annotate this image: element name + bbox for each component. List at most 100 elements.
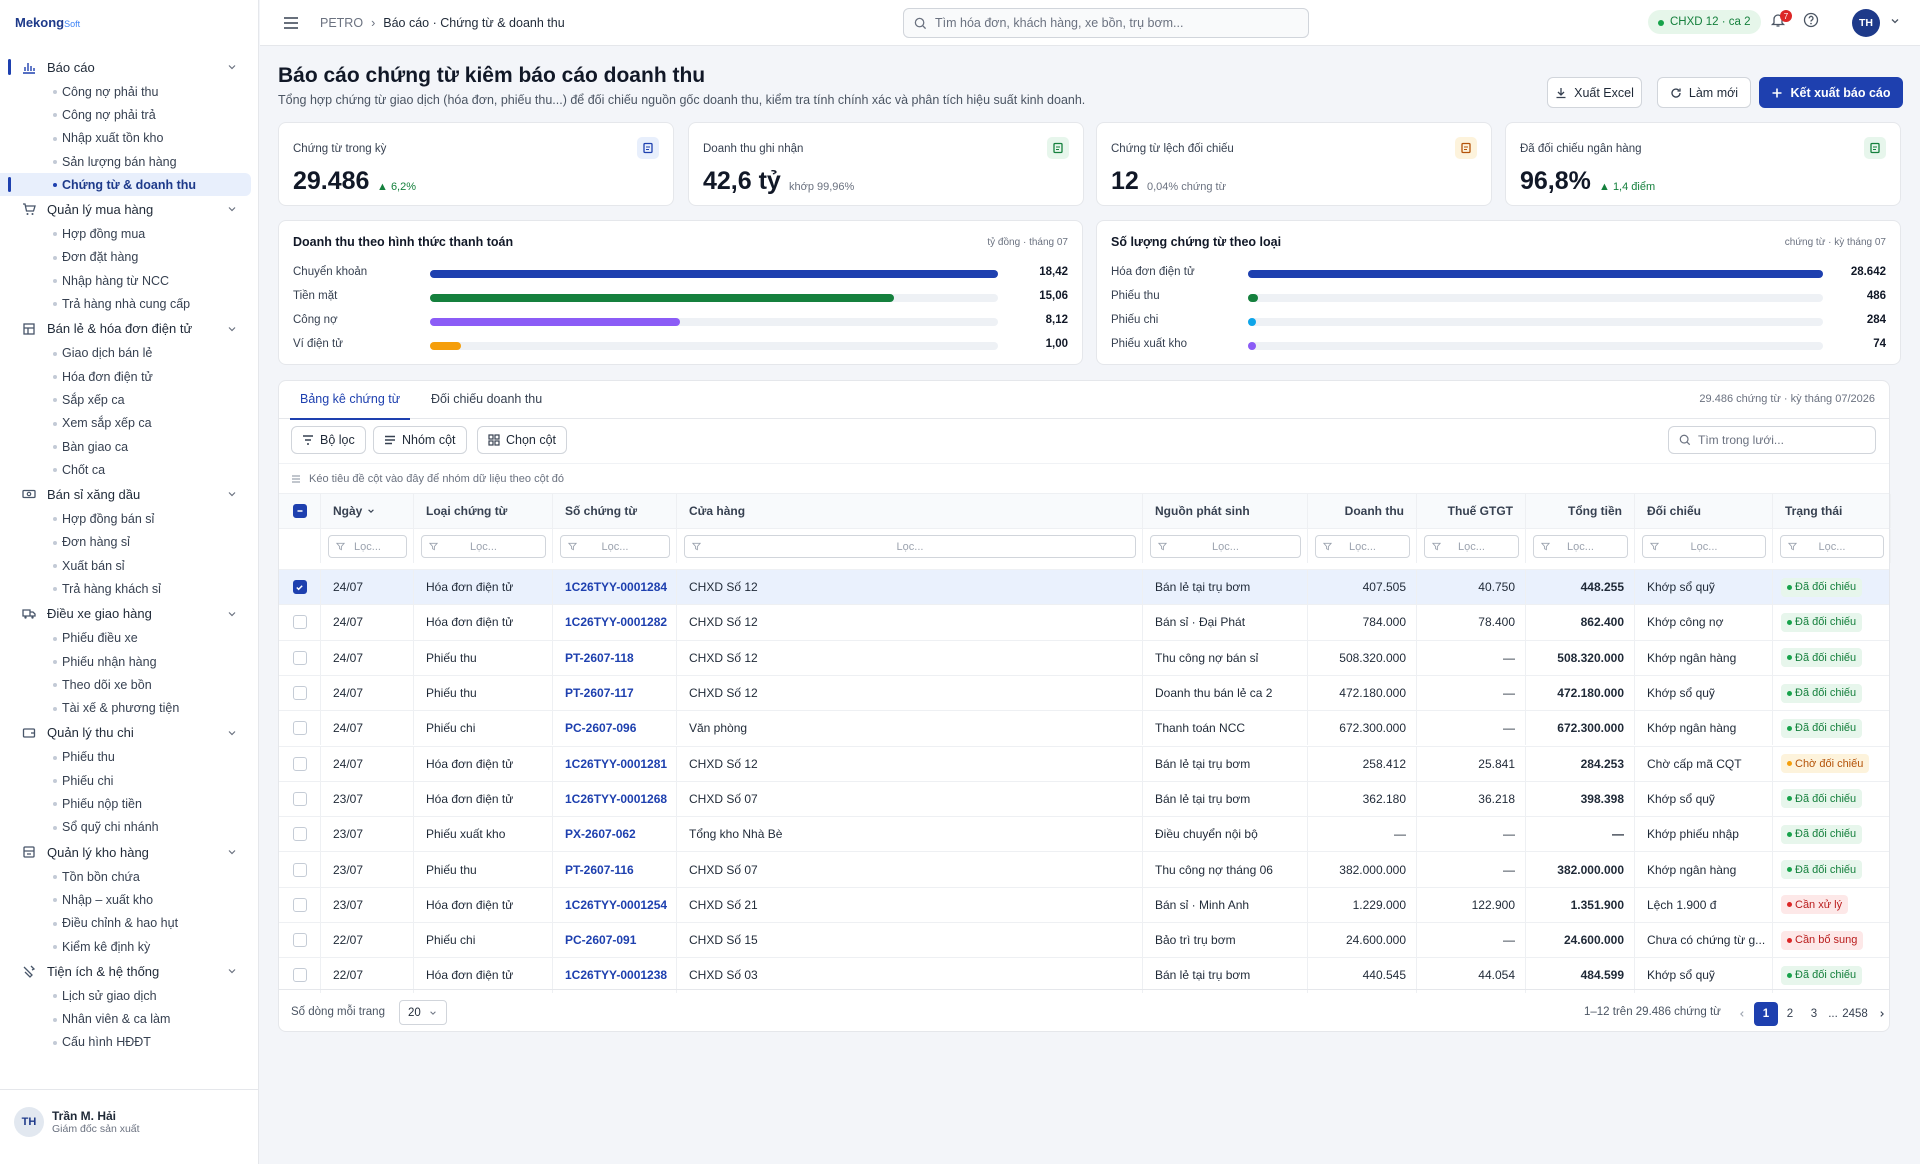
table-row[interactable]: 24/07 Phiếu chi PC-2607-096 Văn phòng Thanh … xyxy=(279,710,1889,746)
export-excel-button[interactable]: Xuất Excel xyxy=(1547,77,1642,108)
cell-no[interactable]: PT-2607-116 xyxy=(553,852,677,887)
column-header[interactable]: Đối chiếu xyxy=(1635,494,1773,528)
cell-no[interactable]: PC-2607-096 xyxy=(553,711,677,746)
cell-no[interactable]: 1C26TYY-0001281 xyxy=(553,746,677,781)
sidebar-item-1-1[interactable]: Đơn đặt hàng xyxy=(0,246,259,269)
cell-no[interactable]: 1C26TYY-0001284 xyxy=(553,570,677,605)
table-row[interactable]: 23/07 Hóa đơn điện tử 1C26TYY-0001254 CHXD … xyxy=(279,886,1889,922)
shift-badge[interactable]: CHXD 12 · ca 2 xyxy=(1648,10,1761,34)
column-header[interactable]: Doanh thu xyxy=(1308,494,1417,528)
page-button-3[interactable]: 3 xyxy=(1810,1008,1818,1020)
sidebar-group-1[interactable]: Quản lý mua hàng xyxy=(0,196,259,222)
top-user-avatar[interactable]: TH xyxy=(1852,9,1880,37)
next-page-button[interactable] xyxy=(1870,1002,1894,1026)
sidebar-item-3-2[interactable]: Xuất bán sỉ xyxy=(0,554,259,577)
sidebar-item-0-4[interactable]: Chứng từ & doanh thu xyxy=(0,173,251,197)
column-filter-input[interactable]: Lọc... xyxy=(1424,535,1519,558)
filter-button[interactable]: Bộ lọc xyxy=(291,426,366,454)
cell-no[interactable]: PT-2607-117 xyxy=(553,675,677,711)
brand-logo[interactable]: MekongSoft xyxy=(15,15,81,30)
sidebar-item-6-3[interactable]: Kiểm kê định kỳ xyxy=(0,935,259,958)
sidebar-group-2[interactable]: Bán lẻ & hóa đơn điện tử xyxy=(0,316,259,342)
column-filter-input[interactable]: Lọc... xyxy=(1150,535,1301,558)
choose-columns-button[interactable]: Chọn cột xyxy=(477,426,568,454)
column-filter-input[interactable]: Lọc... xyxy=(328,535,407,558)
sidebar-item-7-2[interactable]: Cấu hình HĐĐT xyxy=(0,1031,259,1054)
global-search-input[interactable]: Tìm hóa đơn, khách hàng, xe bồn, trụ bơm… xyxy=(903,8,1309,38)
table-row[interactable]: 24/07 Hóa đơn điện tử 1C26TYY-0001282 CHXD … xyxy=(279,604,1889,640)
export-report-button[interactable]: Kết xuất báo cáo xyxy=(1759,77,1903,108)
sidebar-item-5-3[interactable]: Sổ quỹ chi nhánh xyxy=(0,816,259,839)
column-filter-input[interactable]: Lọc... xyxy=(560,535,670,558)
row-checkbox[interactable] xyxy=(292,721,307,736)
sidebar-item-2-1[interactable]: Hóa đơn điện tử xyxy=(0,365,259,388)
page-size-select[interactable]: 20 xyxy=(399,1000,447,1025)
cell-no[interactable]: 1C26TYY-0001268 xyxy=(553,781,677,817)
chevron-down-icon[interactable] xyxy=(227,62,237,72)
column-filter-input[interactable]: Lọc... xyxy=(1642,535,1766,558)
column-header[interactable]: Cửa hàng xyxy=(677,494,1143,528)
cell-no[interactable]: PX-2607-062 xyxy=(553,817,677,852)
sidebar-item-2-0[interactable]: Giao dịch bán lẻ xyxy=(0,342,259,365)
row-checkbox[interactable] xyxy=(292,968,307,983)
sidebar-item-5-2[interactable]: Phiếu nộp tiền xyxy=(0,792,259,815)
sidebar-item-3-3[interactable]: Trả hàng khách sỉ xyxy=(0,577,259,600)
page-button-2[interactable]: 2 xyxy=(1786,1008,1794,1020)
page-button-1[interactable]: 1 xyxy=(1754,1002,1778,1026)
cell-no[interactable]: 1C26TYY-0001238 xyxy=(553,958,677,993)
table-row[interactable]: 23/07 Phiếu thu PT-2607-116 CHXD Số 07 Thu c… xyxy=(279,851,1889,887)
tab-revenue-reconciliation[interactable]: Đối chiếu doanh thu xyxy=(431,392,543,406)
sidebar-item-3-0[interactable]: Hợp đồng bán sỉ xyxy=(0,507,259,530)
column-filter-input[interactable]: Lọc... xyxy=(684,535,1136,558)
sidebar-item-2-2[interactable]: Sắp xếp ca xyxy=(0,388,259,411)
table-row[interactable]: 24/07 Hóa đơn điện tử 1C26TYY-0001281 CHXD … xyxy=(279,745,1889,781)
column-filter-input[interactable]: Lọc... xyxy=(1315,535,1410,558)
sidebar-item-0-2[interactable]: Nhập xuất tồn kho xyxy=(0,127,259,150)
cell-no[interactable]: PC-2607-091 xyxy=(553,923,677,958)
sidebar-item-2-4[interactable]: Bàn giao ca xyxy=(0,435,259,458)
column-header[interactable]: Trạng thái xyxy=(1773,494,1891,528)
sidebar-item-0-0[interactable]: Công nợ phải thu xyxy=(0,80,259,103)
row-checkbox[interactable] xyxy=(292,791,307,806)
breadcrumb-root[interactable]: PETRO xyxy=(320,16,364,30)
sidebar-item-1-3[interactable]: Trả hàng nhà cung cấp xyxy=(0,292,259,315)
column-header[interactable]: Loại chứng từ xyxy=(414,494,553,528)
sidebar-item-6-0[interactable]: Tồn bồn chứa xyxy=(0,865,259,888)
row-checkbox[interactable] xyxy=(292,756,307,771)
prev-page-button[interactable] xyxy=(1730,1002,1754,1026)
hamburger-menu-icon[interactable] xyxy=(282,14,300,32)
sidebar-item-6-1[interactable]: Nhập – xuất kho xyxy=(0,888,259,911)
chevron-down-icon[interactable] xyxy=(1890,16,1900,26)
cell-no[interactable]: 1C26TYY-0001282 xyxy=(553,605,677,640)
sidebar-group-3[interactable]: Bán sỉ xăng dầu xyxy=(0,481,259,507)
row-checkbox[interactable] xyxy=(292,580,307,595)
sidebar-item-2-3[interactable]: Xem sắp xếp ca xyxy=(0,412,259,435)
chevron-down-icon[interactable] xyxy=(227,847,237,857)
table-row[interactable]: 24/07 Phiếu thu PT-2607-117 CHXD Số 12 Doanh… xyxy=(279,674,1889,711)
column-filter-input[interactable]: Lọc... xyxy=(1533,535,1628,558)
sidebar-item-2-5[interactable]: Chốt ca xyxy=(0,458,259,481)
row-checkbox[interactable] xyxy=(292,650,307,665)
column-filter-input[interactable]: Lọc... xyxy=(1780,535,1884,558)
cell-no[interactable]: PT-2607-118 xyxy=(553,640,677,675)
sidebar-item-5-1[interactable]: Phiếu chi xyxy=(0,769,259,792)
chevron-down-icon[interactable] xyxy=(227,966,237,976)
group-columns-button[interactable]: Nhóm cột xyxy=(373,426,467,454)
notification-button[interactable]: 7 xyxy=(1770,10,1792,32)
sidebar-item-4-3[interactable]: Tài xế & phương tiện xyxy=(0,697,259,720)
grid-search-input[interactable]: Tìm trong lưới... xyxy=(1668,426,1876,454)
row-checkbox[interactable] xyxy=(292,615,307,630)
chevron-down-icon[interactable] xyxy=(227,324,237,334)
column-header[interactable]: Tổng tiền xyxy=(1526,494,1635,528)
sidebar-group-4[interactable]: Điều xe giao hàng xyxy=(0,601,259,627)
column-header[interactable]: Thuế GTGT xyxy=(1417,494,1526,528)
sidebar-item-1-2[interactable]: Nhập hàng từ NCC xyxy=(0,269,259,292)
sort-desc-icon[interactable] xyxy=(367,507,375,515)
tab-voucher-list[interactable]: Bảng kê chứng từ xyxy=(289,392,411,420)
row-checkbox[interactable] xyxy=(292,686,307,701)
sidebar-item-4-2[interactable]: Theo dõi xe bồn xyxy=(0,673,259,696)
row-checkbox[interactable] xyxy=(292,897,307,912)
chevron-down-icon[interactable] xyxy=(227,489,237,499)
cell-no[interactable]: 1C26TYY-0001254 xyxy=(553,887,677,922)
sidebar-item-0-3[interactable]: Sản lượng bán hàng xyxy=(0,150,259,173)
